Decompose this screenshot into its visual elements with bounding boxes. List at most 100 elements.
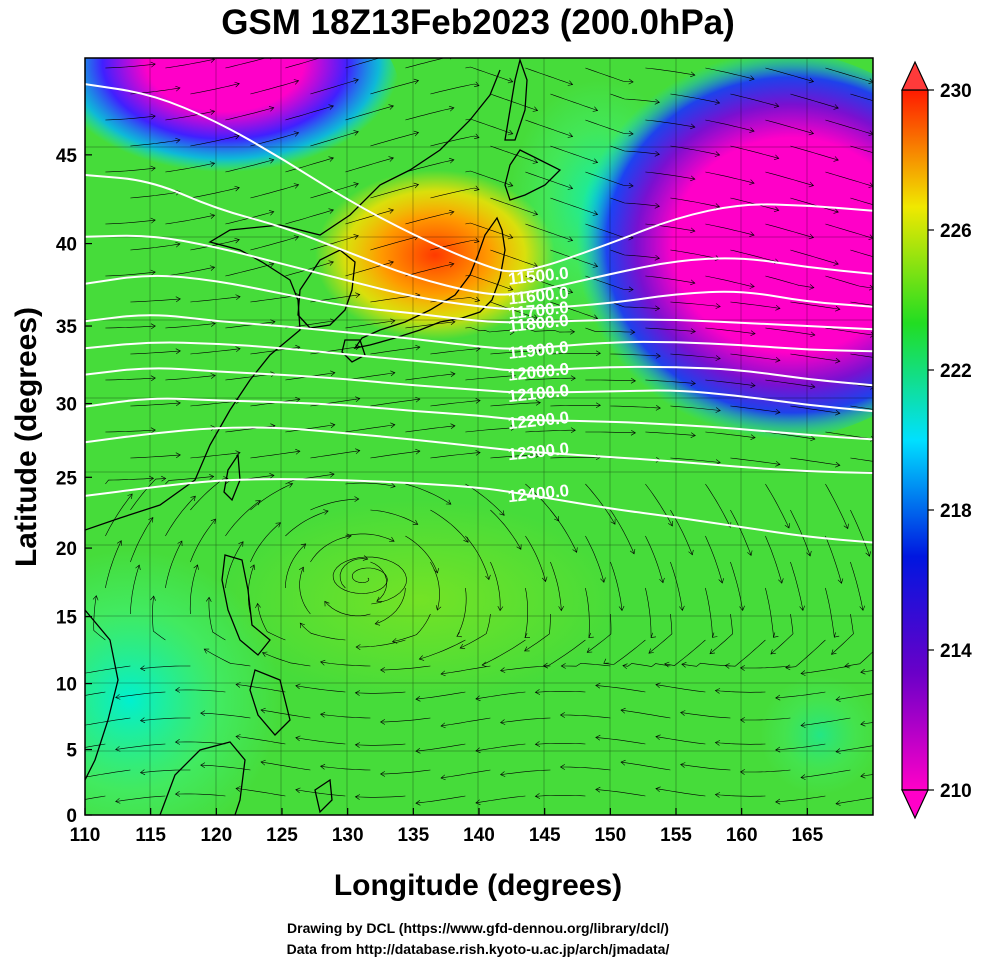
streamline-arrow — [592, 262, 599, 268]
streamline — [475, 743, 526, 752]
streamline — [850, 249, 873, 258]
streamline-arrow — [868, 182, 873, 188]
field-minimum-east — [555, 58, 873, 440]
streamline — [370, 80, 419, 95]
field-light-band — [220, 500, 620, 700]
streamline-arrow — [800, 722, 806, 728]
streamline — [645, 535, 664, 583]
streamline — [681, 662, 731, 667]
streamline-arrow — [570, 329, 576, 335]
streamline-arrow — [509, 329, 515, 336]
streamline — [130, 564, 140, 615]
streamline-arrow — [895, 358, 900, 363]
streamline-arrow — [293, 79, 300, 85]
streamline — [285, 261, 334, 277]
streamline — [355, 691, 406, 694]
streamline — [543, 639, 586, 667]
streamline-arrow — [775, 746, 781, 753]
streamline — [715, 690, 766, 693]
coast-korea — [297, 249, 356, 329]
streamline-arrow — [712, 632, 718, 638]
streamline-arrow — [595, 786, 601, 793]
streamline-arrow — [595, 350, 601, 357]
streamline — [587, 613, 612, 653]
streamline — [250, 184, 299, 199]
streamline-arrow — [249, 564, 256, 570]
streamline-arrow — [193, 564, 199, 570]
streamline — [165, 540, 183, 589]
streamline-arrow — [714, 688, 721, 694]
streamline — [705, 223, 755, 236]
streamline — [765, 223, 814, 238]
streamline — [345, 320, 395, 329]
streamline-arrow — [600, 577, 606, 583]
streamline — [490, 350, 541, 355]
credit-drawing: Drawing by DCL (https://www.gfd-dennou.o… — [287, 920, 669, 936]
streamline-arrow — [620, 707, 626, 714]
streamline-arrow — [499, 510, 505, 516]
streamline-arrow — [268, 210, 275, 216]
streamline — [525, 223, 573, 241]
streamline-arrow — [353, 78, 359, 84]
streamline — [299, 622, 346, 641]
streamline-arrow — [534, 689, 541, 695]
streamline — [620, 709, 671, 719]
streamline-arrow — [418, 655, 425, 661]
streamline — [831, 613, 854, 655]
streamline-arrow — [150, 61, 156, 68]
streamline-arrow — [507, 181, 514, 188]
streamline — [130, 139, 181, 147]
streamline-arrow — [868, 234, 873, 240]
streamline-arrow — [603, 658, 609, 664]
streamline — [680, 764, 731, 771]
streamline — [525, 429, 576, 433]
streamline-arrow — [629, 548, 636, 555]
streamline-arrow — [860, 720, 866, 727]
streamline — [345, 209, 394, 225]
streamline-arrow — [930, 436, 935, 441]
streamline — [190, 452, 241, 459]
streamline — [345, 58, 381, 69]
contour-line — [85, 367, 873, 413]
streamline — [152, 596, 166, 641]
streamline — [235, 684, 286, 693]
y-tick-label: 5 — [66, 741, 77, 762]
streamline — [595, 737, 646, 745]
streamline-arrow — [750, 382, 756, 388]
streamline-arrow — [440, 722, 446, 729]
streamline — [561, 663, 611, 667]
streamline — [481, 639, 526, 666]
streamline — [370, 509, 418, 525]
streamline — [370, 561, 388, 602]
colorbar-extend-max — [901, 60, 929, 91]
streamline — [465, 427, 516, 433]
streamline-arrow — [413, 182, 420, 189]
streamline-arrow — [415, 344, 421, 351]
streamline — [225, 107, 274, 121]
streamline-arrow — [714, 99, 721, 105]
streamline-arrow — [535, 400, 541, 406]
streamline — [165, 375, 216, 381]
streamline-arrow — [175, 85, 181, 92]
streamline-arrow — [330, 370, 336, 377]
streamline — [655, 736, 706, 745]
streamline — [356, 639, 406, 648]
streamline-arrow — [843, 523, 849, 530]
streamline — [705, 379, 756, 386]
streamline — [405, 535, 438, 574]
streamline-arrow — [954, 155, 959, 160]
streamline-arrow — [390, 370, 396, 377]
y-tick-label: 15 — [56, 608, 78, 629]
streamline — [715, 794, 766, 797]
streamline — [610, 561, 623, 611]
streamline — [345, 482, 396, 487]
streamline — [790, 561, 804, 611]
streamline — [585, 587, 590, 638]
streamline-arrow — [449, 261, 455, 268]
streamline-arrow — [534, 793, 541, 799]
streamline-arrow — [445, 499, 452, 505]
y-tick-label: 45 — [56, 146, 78, 167]
streamline-arrow — [150, 269, 156, 276]
colorbar-tick-label: 222 — [940, 361, 972, 382]
streamline-arrow — [809, 284, 815, 290]
